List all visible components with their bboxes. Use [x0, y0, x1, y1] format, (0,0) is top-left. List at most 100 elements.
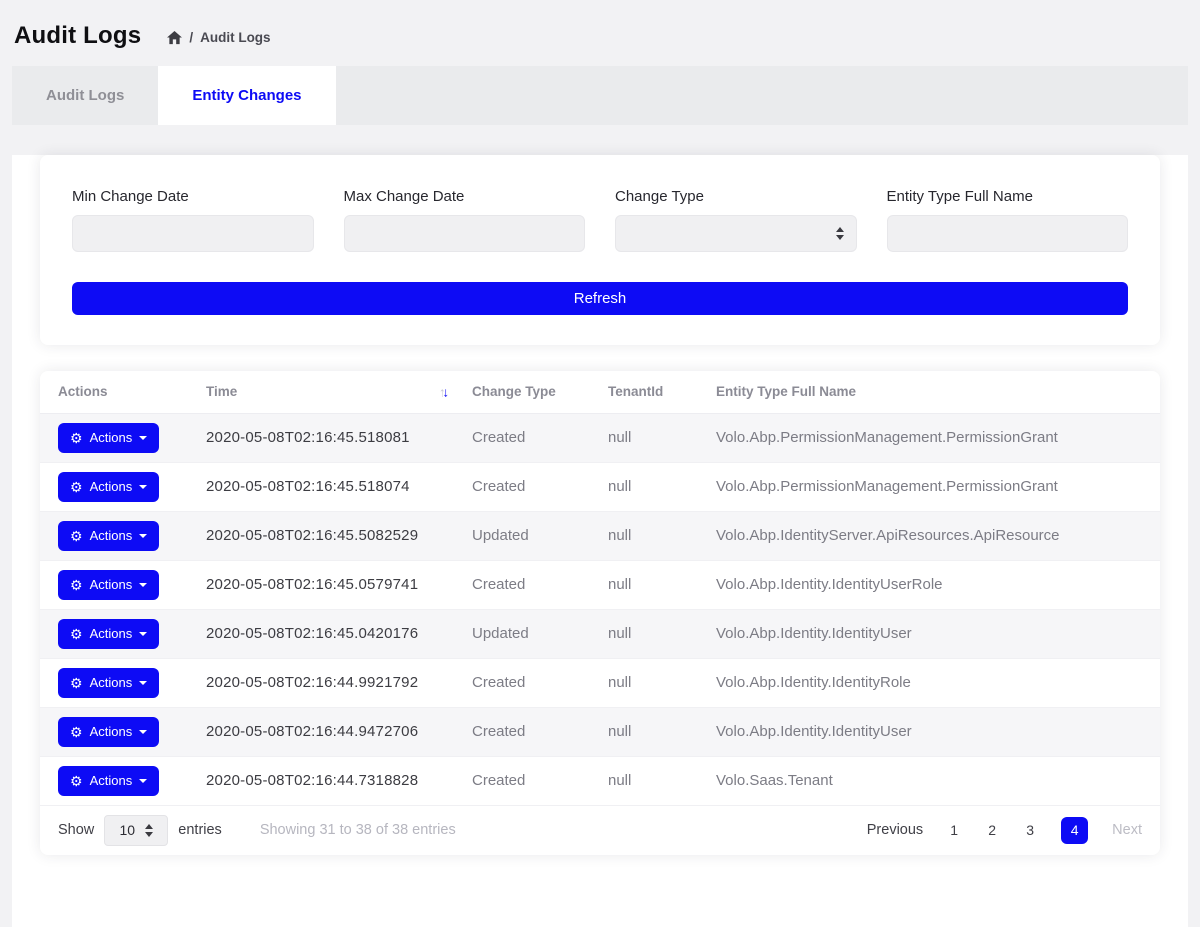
cell-entity-type: Volo.Abp.Identity.IdentityUser	[698, 609, 1160, 659]
min-change-date-label: Min Change Date	[72, 188, 189, 205]
max-change-date-label: Max Change Date	[343, 188, 465, 205]
filter-min-change-date: Min Change Date	[72, 188, 314, 252]
row-actions-label: Actions	[89, 773, 133, 788]
gear-icon: ⚙	[70, 674, 83, 691]
refresh-button[interactable]: Refresh	[72, 282, 1128, 315]
cell-actions: ⚙ Actions	[40, 511, 188, 561]
column-header-time-label: Time	[206, 384, 238, 400]
cell-time: 2020-05-08T02:16:45.5082529	[188, 511, 454, 561]
row-actions-label: Actions	[89, 430, 133, 445]
gear-icon: ⚙	[70, 478, 83, 495]
cell-entity-type: Volo.Abp.Identity.IdentityRole	[698, 658, 1160, 708]
row-actions-button[interactable]: ⚙ Actions	[58, 569, 160, 600]
page-size-select[interactable]: 10	[104, 814, 169, 846]
select-arrows-icon	[835, 227, 844, 240]
cell-tenant-id: null	[590, 707, 698, 757]
column-header-actions: Actions	[40, 371, 188, 414]
entries-label: entries	[178, 822, 222, 838]
cell-time: 2020-05-08T02:16:45.518081	[188, 413, 454, 463]
cell-tenant-id: null	[590, 413, 698, 463]
row-actions-button[interactable]: ⚙ Actions	[58, 618, 160, 649]
table-row: ⚙ Actions 2020-05-08T02:16:45.5082529 Up…	[40, 511, 1160, 561]
pagination-page-1[interactable]: 1	[950, 822, 959, 838]
cell-time: 2020-05-08T02:16:44.7318828	[188, 756, 454, 806]
select-arrows-icon	[145, 823, 154, 837]
table-header-row: Actions Time ↑↓ Change Type TenantId Ent…	[40, 371, 1160, 414]
pagination-previous[interactable]: Previous	[866, 822, 924, 838]
gear-icon: ⚙	[70, 429, 83, 446]
cell-entity-type: Volo.Abp.Identity.IdentityUserRole	[698, 560, 1160, 610]
tab-audit-logs[interactable]: Audit Logs	[46, 87, 125, 104]
gear-icon: ⚙	[70, 527, 83, 544]
row-actions-label: Actions	[89, 528, 133, 543]
cell-change-type: Created	[454, 462, 590, 512]
page-size-value: 10	[119, 822, 136, 838]
cell-entity-type: Volo.Abp.IdentityServer.ApiResources.Api…	[698, 511, 1160, 561]
sort-asc-icon: ↑	[439, 384, 445, 400]
row-actions-label: Actions	[89, 626, 133, 641]
cell-entity-type: Volo.Saas.Tenant	[698, 756, 1160, 806]
caret-down-icon	[139, 680, 148, 685]
entity-changes-table: Actions Time ↑↓ Change Type TenantId Ent…	[40, 371, 1160, 806]
row-actions-label: Actions	[89, 479, 133, 494]
change-type-select[interactable]	[615, 215, 857, 252]
cell-change-type: Updated	[454, 609, 590, 659]
page-title: Audit Logs	[14, 22, 142, 49]
column-header-time[interactable]: Time ↑↓	[188, 371, 454, 414]
table-row: ⚙ Actions 2020-05-08T02:16:44.9921792 Cr…	[40, 658, 1160, 708]
cell-actions: ⚙ Actions	[40, 707, 188, 757]
tabs-strip: Audit Logs Entity Changes	[12, 66, 1188, 125]
row-actions-button[interactable]: ⚙ Actions	[58, 716, 160, 747]
change-type-label: Change Type	[615, 188, 704, 205]
row-actions-label: Actions	[89, 724, 133, 739]
cell-tenant-id: null	[590, 756, 698, 806]
sort-icon[interactable]: ↑↓	[439, 384, 449, 400]
cell-actions: ⚙ Actions	[40, 462, 188, 512]
cell-change-type: Created	[454, 658, 590, 708]
gear-icon: ⚙	[70, 772, 83, 789]
tab-entity-changes[interactable]: Entity Changes	[158, 66, 336, 125]
breadcrumb-separator: /	[189, 30, 194, 45]
max-change-date-input[interactable]	[343, 215, 585, 252]
row-actions-button[interactable]: ⚙ Actions	[58, 667, 160, 698]
cell-tenant-id: null	[590, 560, 698, 610]
caret-down-icon	[139, 631, 148, 636]
row-actions-label: Actions	[89, 577, 133, 592]
breadcrumb: / Audit Logs	[167, 30, 271, 45]
cell-tenant-id: null	[590, 462, 698, 512]
cell-entity-type: Volo.Abp.Identity.IdentityUser	[698, 707, 1160, 757]
breadcrumb-current: Audit Logs	[200, 30, 271, 45]
caret-down-icon	[139, 435, 148, 440]
table-card: Actions Time ↑↓ Change Type TenantId Ent…	[40, 371, 1160, 855]
row-actions-button[interactable]: ⚙ Actions	[58, 765, 160, 796]
column-header-entity-type: Entity Type Full Name	[698, 371, 1160, 414]
entity-type-label: Entity Type Full Name	[886, 188, 1033, 205]
row-actions-button[interactable]: ⚙ Actions	[58, 422, 160, 453]
caret-down-icon	[139, 533, 148, 538]
filter-change-type: Change Type	[615, 188, 857, 252]
column-header-tenant-id: TenantId	[590, 371, 698, 414]
cell-time: 2020-05-08T02:16:44.9921792	[188, 658, 454, 708]
page-header: Audit Logs / Audit Logs	[0, 0, 1200, 66]
table-row: ⚙ Actions 2020-05-08T02:16:45.518074 Cre…	[40, 462, 1160, 512]
entity-type-input[interactable]	[886, 215, 1128, 252]
cell-actions: ⚙ Actions	[40, 413, 188, 463]
min-change-date-input[interactable]	[72, 215, 314, 252]
filter-entity-type: Entity Type Full Name	[886, 188, 1128, 252]
caret-down-icon	[139, 778, 148, 783]
gear-icon: ⚙	[70, 576, 83, 593]
pagination-page-3[interactable]: 3	[1026, 822, 1035, 838]
pagination-page-2[interactable]: 2	[988, 822, 997, 838]
cell-change-type: Created	[454, 413, 590, 463]
cell-change-type: Updated	[454, 511, 590, 561]
row-actions-button[interactable]: ⚙ Actions	[58, 471, 160, 502]
home-icon[interactable]	[167, 30, 183, 45]
table-row: ⚙ Actions 2020-05-08T02:16:44.7318828 Cr…	[40, 756, 1160, 806]
pagination-pages: 1 2 3 4	[947, 816, 1089, 844]
row-actions-button[interactable]: ⚙ Actions	[58, 520, 160, 551]
pagination-next[interactable]: Next	[1112, 822, 1142, 838]
table-body: ⚙ Actions 2020-05-08T02:16:45.518081 Cre…	[40, 413, 1160, 806]
cell-actions: ⚙ Actions	[40, 560, 188, 610]
cell-tenant-id: null	[590, 658, 698, 708]
pagination-page-4[interactable]: 4	[1061, 816, 1089, 844]
